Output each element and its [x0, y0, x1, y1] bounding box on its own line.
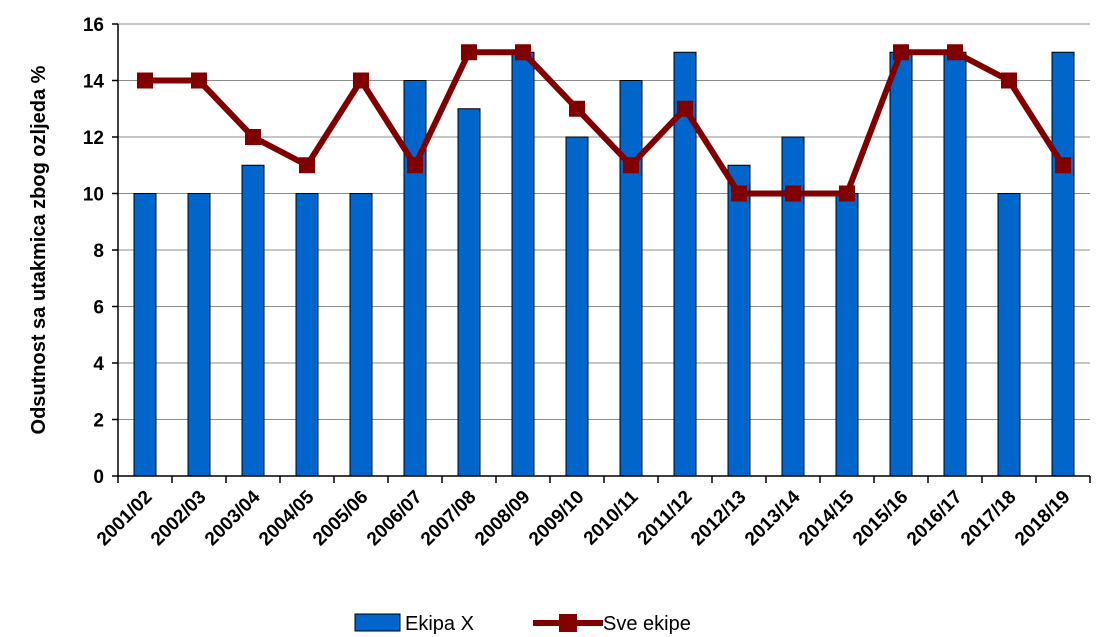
- series-line-sve-ekipe: [145, 49, 1066, 197]
- x-tick-label: 2013/14: [741, 486, 805, 550]
- marker-2013-14: [785, 185, 801, 202]
- marker-2006-07: [407, 157, 423, 174]
- y-tick-label: 4: [93, 354, 104, 375]
- bar-2018-19: [1051, 51, 1075, 477]
- y-axis-label: Odsutnost sa utakmica zbog ozljeda %: [28, 65, 50, 434]
- y-tick-label: 6: [93, 298, 104, 319]
- x-tick-label: 2018/19: [1011, 487, 1074, 550]
- bar-2012-13: [727, 164, 751, 477]
- marker-2007-08: [461, 44, 477, 61]
- bar-2003-04: [241, 164, 265, 477]
- x-tick-label: 2002/03: [147, 487, 210, 550]
- y-tick-label: 2: [93, 411, 104, 432]
- bar-2008-09: [511, 51, 535, 477]
- bar-2017-18: [997, 193, 1021, 477]
- bars: [133, 51, 1075, 477]
- bar-2009-10: [565, 136, 589, 477]
- marker-2008-09: [515, 44, 531, 61]
- y-tick-label: 0: [93, 467, 104, 488]
- x-tick-label: 2016/17: [903, 487, 966, 550]
- x-tick-label: 2011/12: [634, 487, 697, 550]
- legend-label-ekipa-x: Ekipa X: [405, 613, 474, 635]
- y-tick-label: 16: [83, 15, 104, 36]
- marker-2002-03: [191, 72, 207, 89]
- bar-2007-08: [457, 108, 481, 477]
- y-tick-label: 8: [93, 241, 104, 262]
- axes: [112, 23, 1091, 483]
- x-tick-labels: 2001/022002/032003/042004/052005/062006/…: [93, 486, 1074, 550]
- x-tick-label: 2003/04: [201, 486, 265, 550]
- marker-2004-05: [299, 157, 315, 174]
- x-tick-label: 2005/06: [309, 487, 372, 550]
- x-tick-label: 2007/08: [417, 487, 480, 550]
- bar-2016-17: [943, 51, 967, 477]
- x-tick-label: 2009/10: [525, 487, 588, 550]
- bar-2004-05: [295, 193, 319, 477]
- bar-2001-02: [133, 193, 157, 477]
- legend-marker-sve-ekipe: [559, 614, 577, 632]
- bar-2006-07: [403, 80, 427, 477]
- x-tick-label: 2001/02: [93, 487, 156, 550]
- bar-2015-16: [889, 51, 913, 477]
- y-tick-label: 14: [83, 72, 105, 93]
- x-tick-label: 2017/18: [957, 487, 1020, 550]
- x-tick-label: 2014/15: [795, 486, 859, 550]
- marker-2005-06: [353, 72, 369, 89]
- marker-2012-13: [731, 185, 747, 202]
- legend: Ekipa X Sve ekipe: [354, 613, 691, 635]
- x-tick-label: 2006/07: [363, 487, 426, 550]
- bar-2005-06: [349, 193, 373, 477]
- legend-label-sve-ekipe: Sve ekipe: [603, 613, 691, 635]
- x-tick-label: 2004/05: [255, 486, 319, 550]
- marker-2010-11: [623, 157, 639, 174]
- marker-2003-04: [245, 129, 261, 145]
- x-tick-label: 2010/11: [580, 486, 643, 549]
- marker-2015-16: [893, 44, 909, 61]
- marker-2014-15: [839, 185, 855, 202]
- legend-swatch-ekipa-x: [354, 613, 401, 632]
- marker-2001-02: [137, 72, 153, 89]
- y-tick-label: 12: [83, 128, 104, 149]
- x-tick-label: 2015/16: [849, 487, 912, 550]
- bar-2010-11: [619, 80, 643, 477]
- marker-2011-12: [677, 100, 693, 117]
- bar-2002-03: [187, 193, 211, 477]
- marker-2016-17: [947, 44, 963, 61]
- y-tick-labels: 0 2 4 6 8 10 12 14 16: [83, 15, 105, 488]
- line-series: [137, 44, 1071, 202]
- y-tick-label: 10: [83, 185, 104, 206]
- marker-2017-18: [1001, 72, 1017, 89]
- grid-lines: [118, 23, 1090, 477]
- x-tick-label: 2008/09: [471, 487, 534, 550]
- bar-2014-15: [835, 193, 859, 477]
- x-tick-label: 2012/13: [687, 487, 750, 550]
- marker-2018-19: [1055, 157, 1071, 174]
- marker-2009-10: [569, 100, 585, 117]
